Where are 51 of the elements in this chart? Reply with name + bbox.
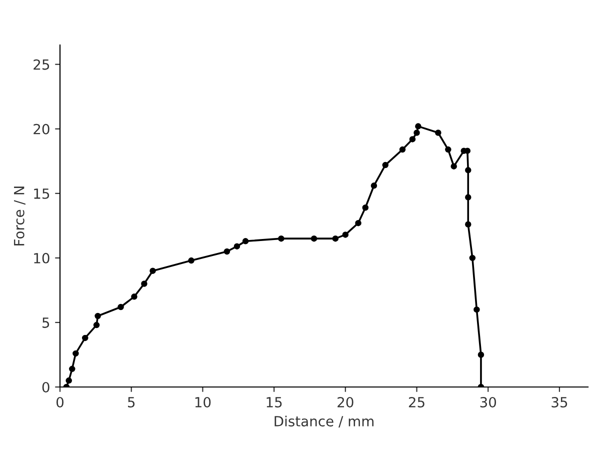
point xyxy=(242,238,249,244)
point xyxy=(188,257,194,264)
point xyxy=(465,167,472,174)
point xyxy=(72,350,79,357)
point xyxy=(469,254,476,262)
point xyxy=(445,146,452,153)
point xyxy=(355,220,362,226)
point xyxy=(415,123,422,130)
x-tick-label: 15 xyxy=(266,397,282,408)
y-axis-title: Force / N xyxy=(14,186,26,246)
x-tick-label: 10 xyxy=(195,396,211,408)
point xyxy=(224,248,230,255)
point xyxy=(478,352,484,358)
point xyxy=(414,130,420,136)
point xyxy=(118,304,124,310)
point xyxy=(150,268,156,274)
x-tick-label: 5 xyxy=(128,397,135,408)
point xyxy=(465,194,472,200)
point xyxy=(93,322,100,328)
point xyxy=(474,306,480,313)
point xyxy=(370,182,378,189)
y-tick-label: 25 xyxy=(34,59,50,70)
point xyxy=(234,243,240,250)
point xyxy=(141,280,148,287)
point xyxy=(382,162,388,168)
point xyxy=(278,235,284,242)
y-tick-label: 15 xyxy=(34,188,50,199)
x-tick-label: 0 xyxy=(56,396,64,408)
point xyxy=(131,294,138,300)
point xyxy=(465,221,472,228)
point xyxy=(450,163,457,170)
point xyxy=(94,312,101,320)
x-tick-label: 25 xyxy=(408,396,424,408)
x-tick-label: 20 xyxy=(338,396,354,408)
point xyxy=(332,235,339,242)
point xyxy=(66,377,72,384)
point xyxy=(362,204,369,211)
point xyxy=(82,334,88,342)
point xyxy=(409,136,416,142)
point xyxy=(69,366,76,372)
x-axis-title: Distance / mm xyxy=(274,416,374,428)
point xyxy=(310,235,318,242)
point xyxy=(435,130,442,136)
y-tick-label: 10 xyxy=(34,252,50,264)
y-tick-label: 20 xyxy=(34,124,50,134)
point xyxy=(399,146,406,153)
x-tick-label: 30 xyxy=(480,396,496,408)
x-tick-label: 35 xyxy=(552,396,568,408)
y-tick-label: 5 xyxy=(42,318,50,328)
point xyxy=(342,232,349,238)
y-tick-label: 0 xyxy=(42,382,50,392)
